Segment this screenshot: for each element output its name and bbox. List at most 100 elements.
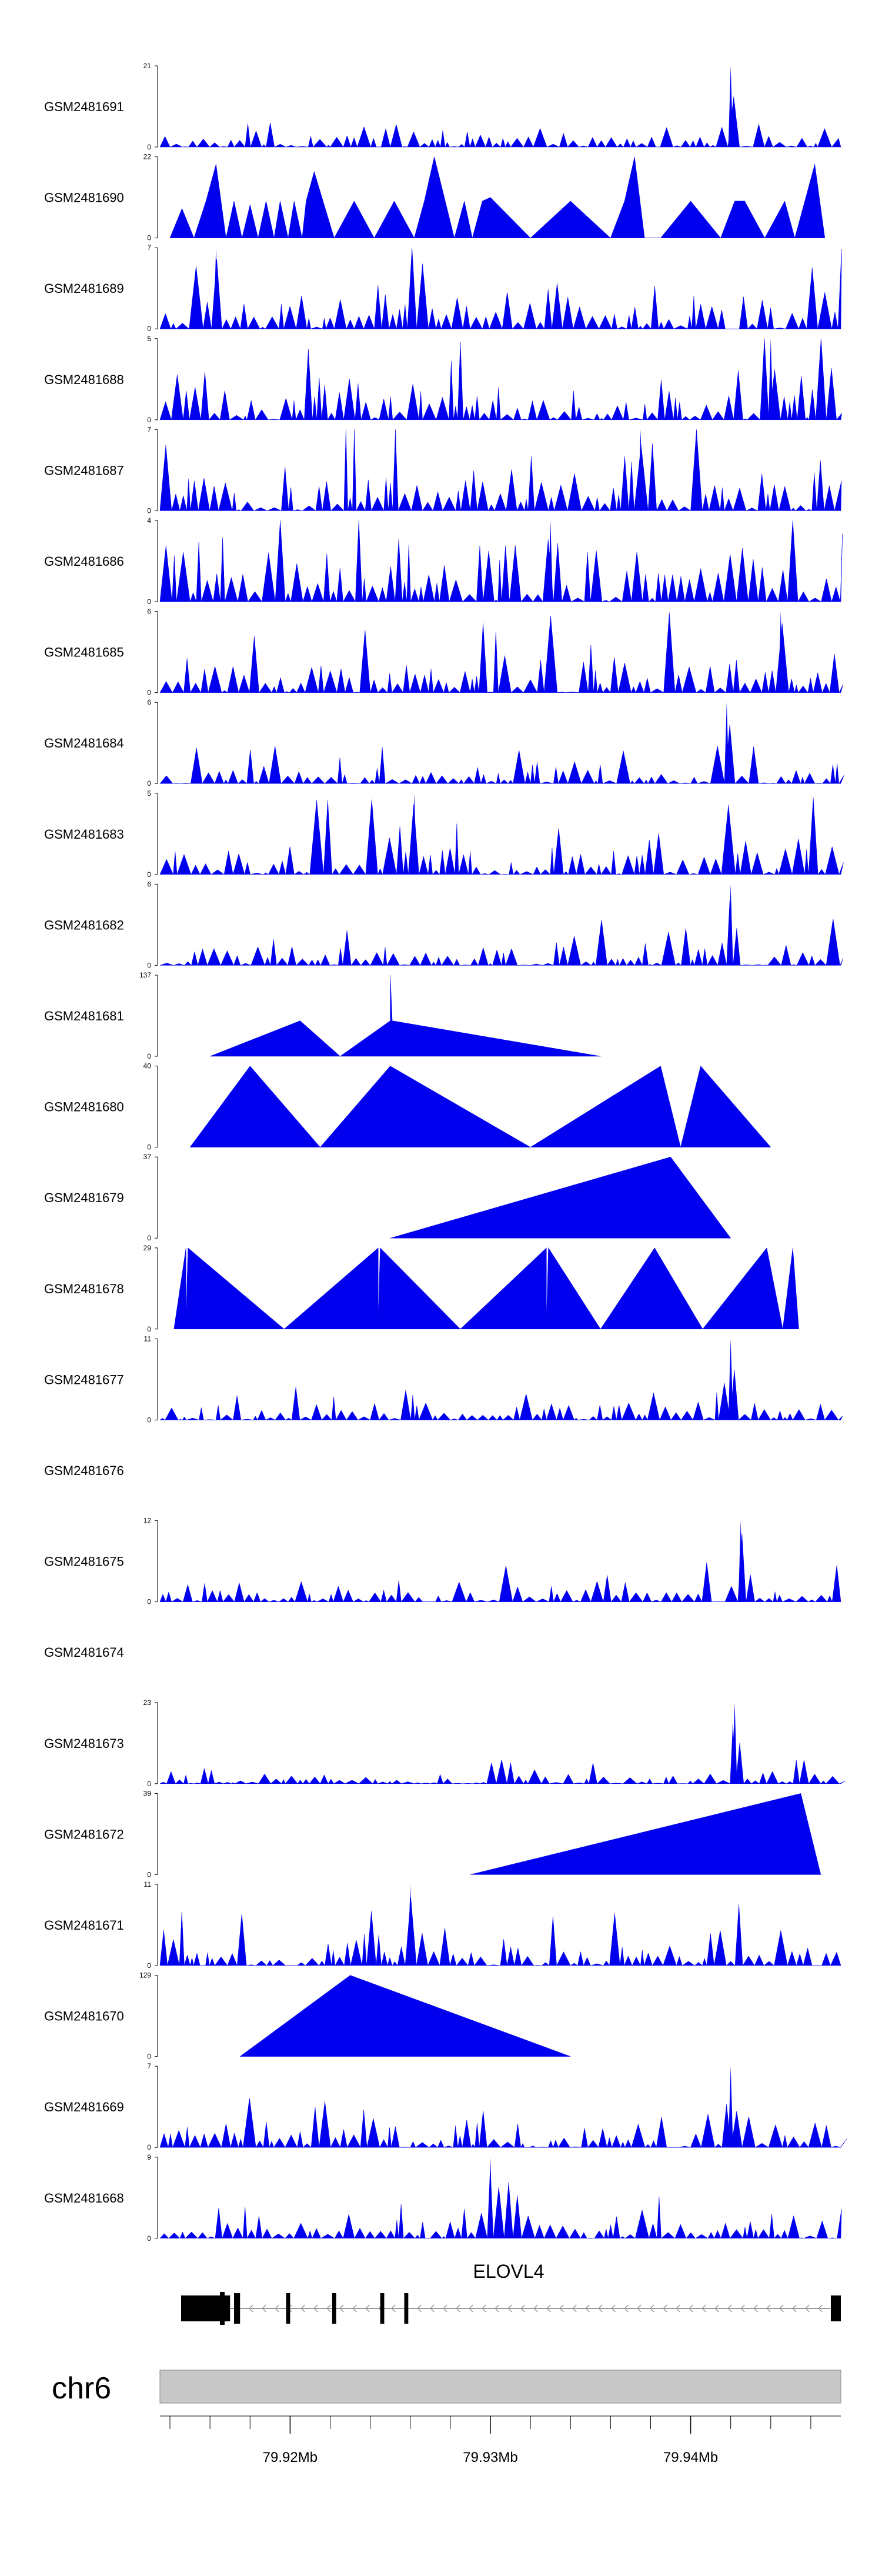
- strand-arrow-icon: [689, 2304, 693, 2313]
- chromosome-ideogram: [159, 2370, 841, 2404]
- strand-arrow-icon: [313, 2304, 318, 2313]
- strand-arrow-icon: [391, 2304, 396, 2313]
- genome-axis-tick-label: 79.92Mb: [263, 2450, 318, 2465]
- track-gsm2481675: GSM2481675 12 0: [44, 1517, 841, 1606]
- strand-arrow-icon: [430, 2304, 435, 2313]
- y-tick-label-max: 21: [143, 62, 152, 70]
- strand-arrow-icon: [676, 2304, 680, 2313]
- y-tick-label-max: 37: [143, 1153, 152, 1161]
- y-tick-label-max: 22: [143, 153, 152, 161]
- y-tick-label-max: 12: [143, 1517, 152, 1525]
- coverage-area: [159, 520, 843, 602]
- track-label: GSM2481672: [44, 1827, 124, 1841]
- track-label: GSM2481673: [44, 1736, 124, 1751]
- y-tick-label-max: 129: [139, 1971, 151, 1980]
- strand-arrow-icon: [650, 2304, 654, 2313]
- coverage-area: [159, 2166, 842, 2239]
- y-tick-label-zero: 0: [147, 689, 151, 697]
- gene-name-label: ELOVL4: [473, 2261, 544, 2282]
- track-label: GSM2481688: [44, 372, 124, 387]
- genome-axis-tick-label: 79.94Mb: [663, 2450, 718, 2465]
- coverage-area: [173, 1247, 799, 1330]
- track-gsm2481682: GSM2481682 6 0: [44, 880, 843, 969]
- coverage-area: [159, 248, 842, 330]
- y-tick-label-zero: 0: [147, 1598, 151, 1606]
- y-tick-label-max: 11: [144, 1334, 152, 1343]
- coverage-peak: [728, 2066, 733, 2148]
- y-tick-label-zero: 0: [147, 325, 151, 333]
- gene-exon: [332, 2293, 336, 2324]
- strand-arrow-icon: [365, 2304, 370, 2313]
- y-tick-label-max: 5: [147, 335, 151, 343]
- strand-arrow-icon: [714, 2304, 719, 2313]
- y-tick-label-max: 39: [143, 1789, 152, 1797]
- strand-arrow-icon: [727, 2304, 732, 2313]
- strand-arrow-icon: [701, 2304, 706, 2313]
- strand-arrow-icon: [766, 2304, 771, 2313]
- y-tick-label-zero: 0: [147, 506, 151, 515]
- track-gsm2481670: GSM2481670 129 0: [44, 1971, 571, 2061]
- strand-arrow-icon: [611, 2304, 616, 2313]
- track-gsm2481691: GSM2481691 21 0: [44, 62, 841, 151]
- track-label: GSM2481691: [44, 99, 124, 114]
- strand-arrow-icon: [818, 2304, 823, 2313]
- coverage-area: [390, 1156, 731, 1239]
- strand-arrow-icon: [663, 2304, 667, 2313]
- gene-exon: [404, 2293, 409, 2324]
- track-gsm2481680: GSM2481680 40 0: [44, 1062, 771, 1152]
- gene-exon: [234, 2293, 240, 2324]
- gene-exon: [380, 2293, 385, 2324]
- track-label: GSM2481676: [44, 1463, 124, 1478]
- strand-arrow-icon: [520, 2304, 525, 2313]
- track-gsm2481681: GSM2481681 137 0: [44, 971, 601, 1060]
- gene-exon: [220, 2292, 225, 2325]
- track-gsm2481684: GSM2481684 6 0: [44, 698, 844, 788]
- track-label: GSM2481682: [44, 917, 124, 932]
- y-tick-label-zero: 0: [147, 2143, 151, 2151]
- track-label: GSM2481681: [44, 1009, 124, 1023]
- y-tick-label-max: 40: [143, 1062, 152, 1070]
- track-label: GSM2481675: [44, 1554, 124, 1569]
- y-tick-label-zero: 0: [147, 1870, 151, 1878]
- gene-exon: [830, 2295, 841, 2321]
- strand-arrow-icon: [300, 2304, 305, 2313]
- strand-arrow-icon: [740, 2304, 745, 2313]
- track-label: GSM2481670: [44, 2009, 124, 2024]
- strand-arrow-icon: [533, 2304, 538, 2313]
- coverage-area: [159, 96, 841, 148]
- y-tick-label-zero: 0: [147, 1143, 151, 1152]
- y-tick-label-zero: 0: [147, 870, 151, 879]
- gene-model-track: ELOVL4: [181, 2261, 841, 2325]
- strand-arrow-icon: [417, 2304, 422, 2313]
- strand-arrow-icon: [339, 2304, 344, 2313]
- coverage-area: [159, 900, 843, 966]
- strand-arrow-icon: [469, 2304, 473, 2313]
- track-label: GSM2481674: [44, 1645, 124, 1660]
- y-tick-label-max: 5: [147, 789, 151, 798]
- track-gsm2481690: GSM2481690 22 0: [44, 153, 826, 242]
- track-label: GSM2481677: [44, 1372, 124, 1387]
- track-gsm2481673: GSM2481673 23 0: [44, 1699, 846, 1788]
- track-gsm2481677: GSM2481677 11 0: [44, 1334, 843, 1424]
- y-tick-label-zero: 0: [147, 1416, 151, 1424]
- strand-arrow-icon: [326, 2304, 331, 2313]
- strand-arrow-icon: [805, 2304, 810, 2313]
- track-label: GSM2481680: [44, 1100, 124, 1115]
- strand-arrow-icon: [779, 2304, 784, 2313]
- strand-arrow-icon: [507, 2304, 512, 2313]
- track-gsm2481669: GSM2481669 7 0: [44, 2062, 847, 2151]
- coverage-area: [159, 798, 844, 875]
- y-tick-label-zero: 0: [147, 2234, 151, 2243]
- track-label: GSM2481678: [44, 1282, 124, 1296]
- y-tick-label-zero: 0: [147, 143, 151, 151]
- strand-arrow-icon: [275, 2304, 279, 2313]
- strand-arrow-icon: [559, 2304, 564, 2313]
- y-tick-label-max: 7: [147, 425, 151, 433]
- y-tick-label-max: 11: [144, 1880, 152, 1888]
- y-tick-label-max: 6: [147, 608, 151, 616]
- track-label: GSM2481683: [44, 827, 124, 842]
- track-gsm2481672: GSM2481672 39 0: [44, 1789, 821, 1878]
- strand-arrow-icon: [637, 2304, 642, 2313]
- track-gsm2481686: GSM2481686 4 0: [44, 516, 843, 606]
- track-gsm2481676: GSM2481676: [44, 1463, 124, 1478]
